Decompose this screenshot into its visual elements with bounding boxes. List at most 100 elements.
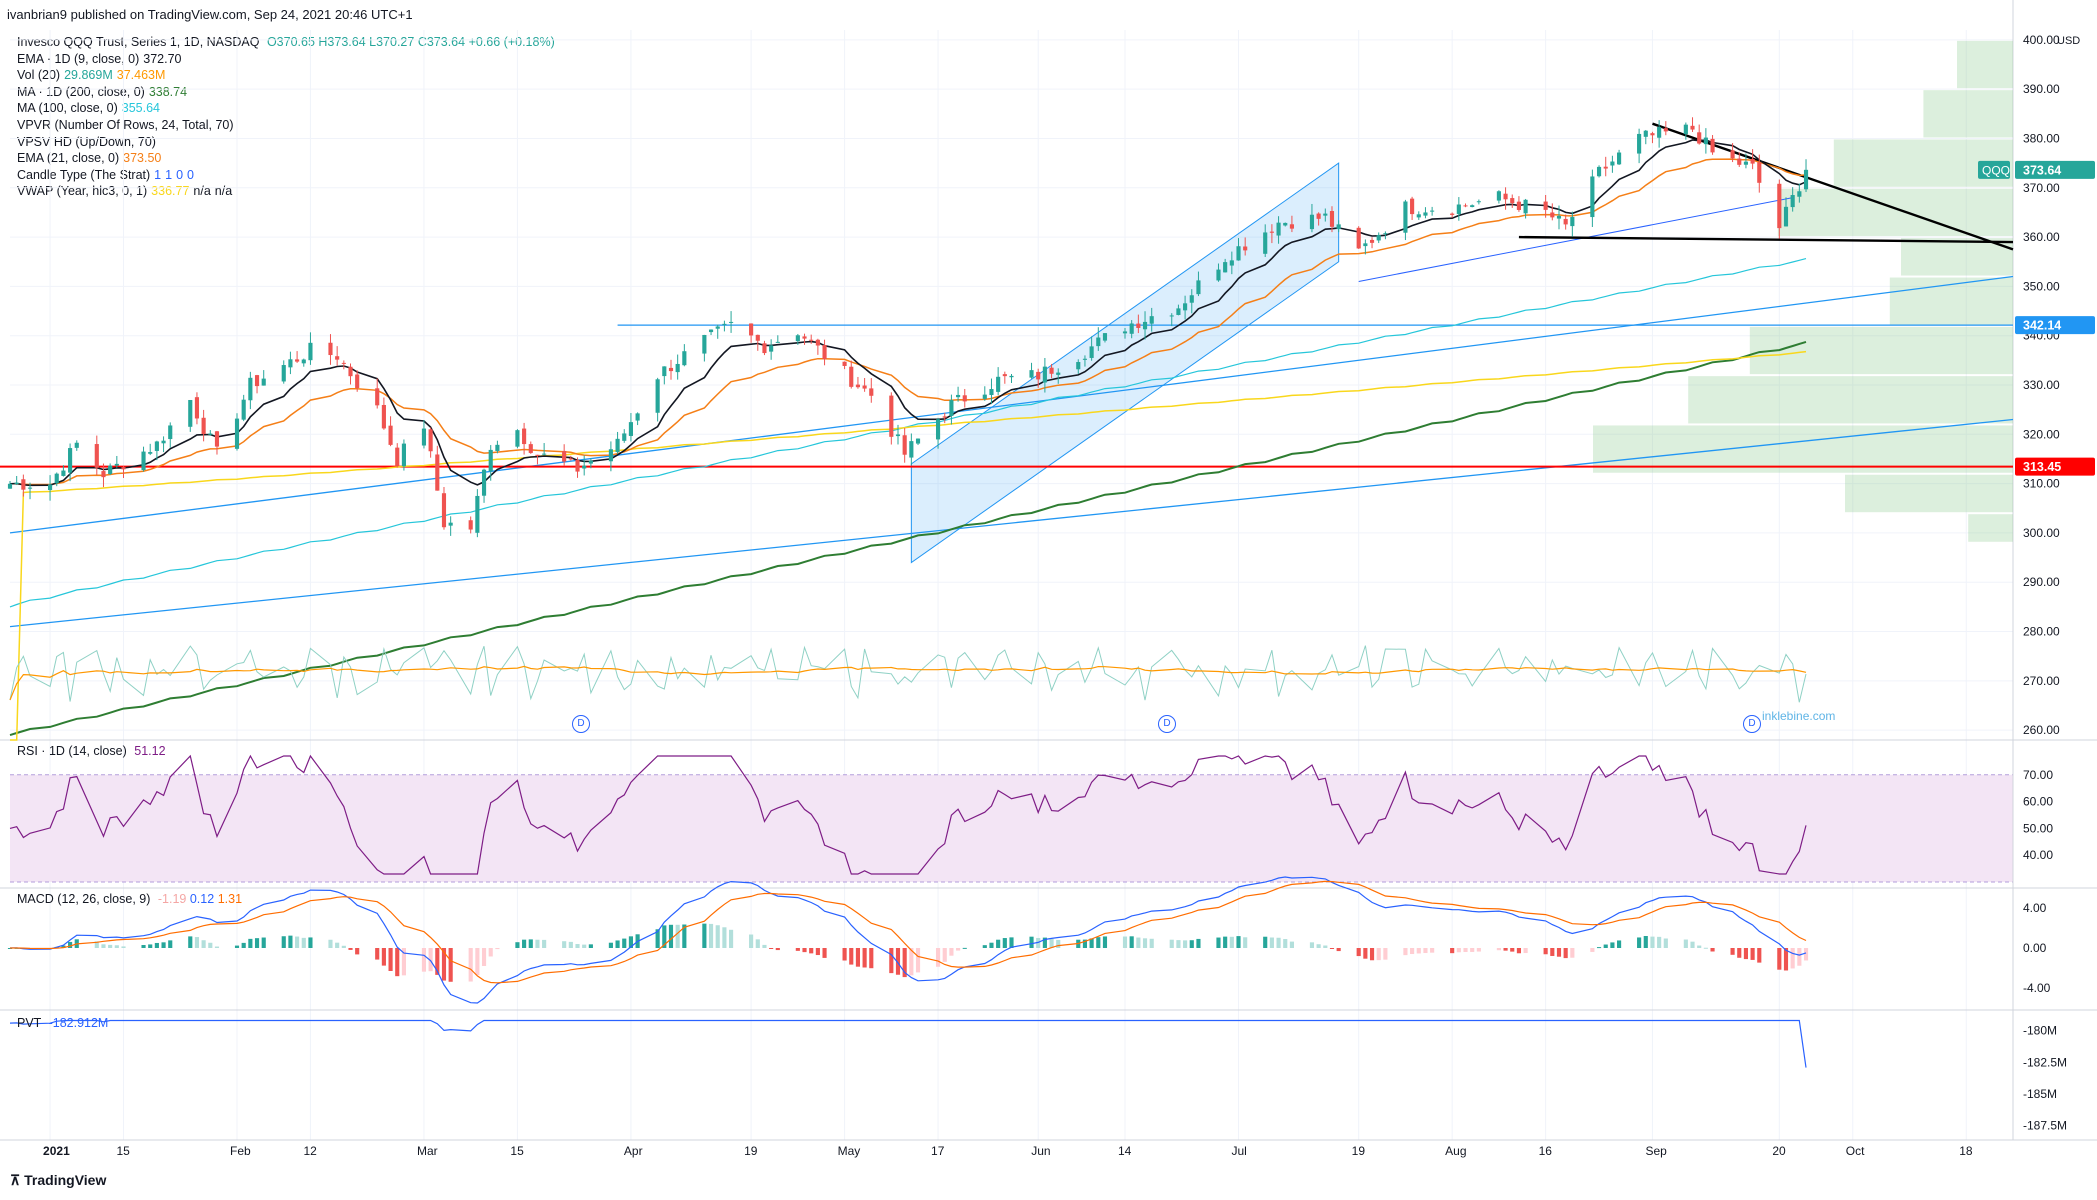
candle-body: [1610, 161, 1615, 166]
candle-body: [281, 365, 286, 382]
candle-body: [1056, 372, 1061, 375]
pvt-tick-label: -182.5M: [2023, 1055, 2067, 1069]
candle-body: [582, 465, 587, 469]
macd-bar: [495, 948, 500, 950]
volume-profile-row: [1923, 90, 2013, 138]
macd-bar: [1663, 938, 1668, 948]
macd-bar: [1189, 940, 1194, 948]
candle-body: [962, 395, 967, 402]
close-value: C373.64: [417, 35, 466, 49]
dividend-marker[interactable]: D: [1743, 715, 1761, 733]
macd-bar: [1463, 948, 1468, 952]
indicator-legend-row[interactable]: EMA (21, close, 0) 373.50: [17, 150, 555, 167]
macd-bar: [208, 942, 213, 948]
indicator-legend-row[interactable]: EMA · 1D (9, close, 0) 372.70: [17, 51, 555, 68]
tradingview-logo[interactable]: ⊼ TradingView: [10, 1172, 106, 1189]
candle-body: [74, 442, 79, 448]
macd-bar: [1617, 940, 1622, 948]
candle-body: [1683, 124, 1688, 135]
macd-bar: [842, 948, 847, 961]
candle-body: [615, 438, 620, 453]
candle-body: [1803, 169, 1809, 190]
candle-body: [47, 484, 53, 491]
vwap-line: [10, 350, 1807, 741]
indicator-value: 1: [165, 167, 173, 182]
candle-body: [915, 438, 921, 444]
macd-bar: [1643, 936, 1648, 948]
candle-body: [755, 334, 760, 341]
price-tick-label: 310.00: [2023, 477, 2060, 491]
macd-bar: [542, 939, 547, 948]
macd-bar: [628, 936, 633, 948]
macd-bar: [795, 948, 800, 951]
candle-body: [1223, 262, 1228, 273]
candle-body: [942, 416, 947, 418]
candle-body: [1076, 362, 1081, 370]
macd-bar: [355, 948, 360, 955]
candle-body: [769, 345, 774, 352]
main-series-legend[interactable]: Invesco QQQ Trust, Series 1, 1D, NASDAQ …: [17, 34, 555, 51]
macd-bar: [862, 948, 867, 968]
dividend-marker[interactable]: D: [1158, 715, 1176, 733]
candle-body: [21, 479, 26, 490]
macd-bar: [662, 925, 667, 948]
date-tick-label: 20: [1772, 1144, 1786, 1158]
candle-body: [1430, 210, 1435, 212]
macd-bar: [1410, 948, 1415, 955]
macd-bar: [1737, 948, 1742, 958]
macd-bar: [535, 939, 540, 948]
macd-bar: [749, 934, 754, 948]
indicator-label: Vol (20): [17, 68, 61, 83]
candle-body: [1663, 128, 1668, 132]
candle-body: [775, 341, 780, 343]
candle-body: [1236, 246, 1241, 261]
indicator-value: 1: [154, 167, 162, 182]
candle-body: [1323, 213, 1328, 216]
candle-body: [682, 351, 687, 366]
candle-body: [635, 413, 640, 421]
macd-bar: [375, 948, 380, 960]
volume-profile: [1593, 40, 2013, 542]
rsi-label: RSI · 1D (14, close): [17, 744, 127, 758]
candle-body: [889, 395, 894, 437]
candle-body: [1790, 195, 1795, 208]
candle-body: [1216, 269, 1221, 281]
rsi-legend[interactable]: RSI · 1D (14, close) 51.12: [17, 744, 166, 758]
macd-bar: [428, 948, 433, 972]
last-price-badge-bg: [2015, 160, 2095, 179]
macd-bar: [1216, 937, 1221, 948]
candle-body: [849, 366, 854, 387]
candle-body: [214, 431, 220, 447]
dividend-marker[interactable]: D: [572, 715, 590, 733]
indicator-legend-row[interactable]: VPVR (Number Of Rows, 24, Total, 70): [17, 117, 555, 134]
pvt-legend[interactable]: PVT -182.912M: [17, 1016, 108, 1030]
indicator-legend-row[interactable]: MA · 1D (200, close, 0) 338.74: [17, 84, 555, 101]
price-tick-label: 350.00: [2023, 279, 2060, 293]
macd-label: MACD (12, 26, close, 9): [17, 892, 151, 906]
macd-bar: [301, 937, 306, 948]
macd-bar: [762, 944, 767, 948]
indicator-legend-row[interactable]: Vol (20) 29.869M 37.463M: [17, 67, 555, 84]
date-tick-label: 12: [303, 1144, 317, 1158]
macd-legend[interactable]: MACD (12, 26, close, 9) -1.19 0.12 1.31: [17, 892, 242, 906]
candle-body: [909, 441, 914, 458]
macd-bar: [1456, 948, 1461, 953]
candle-body: [475, 495, 480, 533]
candle-body: [1263, 232, 1268, 254]
macd-bar: [755, 939, 760, 948]
pvt-tick-label: -180M: [2023, 1024, 2057, 1038]
candle-body: [702, 334, 707, 354]
candle-body: [1169, 315, 1174, 317]
indicator-legend-row[interactable]: MA (100, close, 0) 355.64: [17, 100, 555, 117]
candle-body: [749, 323, 754, 336]
candle-body: [1229, 260, 1234, 266]
candle-body: [1369, 239, 1375, 243]
indicator-label: EMA (21, close, 0): [17, 151, 120, 166]
candle-body: [1556, 215, 1562, 219]
date-tick-label: 19: [744, 1144, 758, 1158]
pvt-line: [9, 1019, 1807, 1068]
candles: [7, 117, 1809, 538]
candle-body: [862, 385, 867, 389]
rsi-tick-label: 50.00: [2023, 821, 2053, 835]
